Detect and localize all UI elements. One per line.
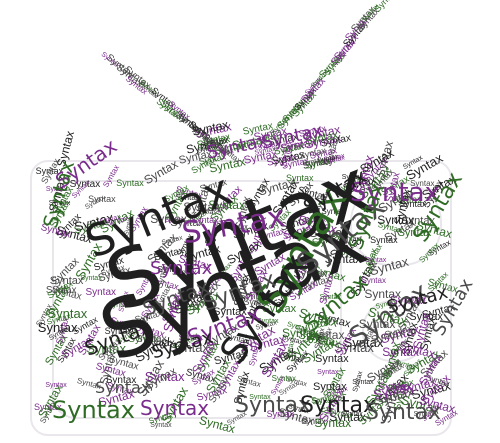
word-syntax: Syntax	[307, 328, 345, 343]
tv-speaker-outline	[350, 182, 442, 266]
word-syntax: Syntax	[48, 200, 71, 208]
word-syntax: Syntax	[365, 400, 442, 425]
word-syntax: Syntax	[338, 236, 360, 244]
word-syntax: Syntax	[397, 227, 432, 240]
word-syntax: Syntax	[382, 344, 419, 359]
word-syntax: Syntax	[391, 194, 423, 206]
word-syntax: Syntax	[321, 207, 346, 217]
word-syntax: Syntax	[401, 215, 435, 228]
word-syntax: Syntax	[300, 393, 377, 418]
word-syntax: Syntax	[341, 411, 363, 419]
word-syntax: Syntax	[361, 276, 386, 286]
word-syntax: Syntax	[317, 369, 339, 376]
word-syntax: Syntax	[304, 216, 326, 224]
word-syntax: Syntax	[262, 302, 297, 315]
word-syntax: Syntax	[329, 410, 366, 425]
word-syntax: Syntax	[282, 232, 308, 242]
word-syntax: Syntax	[243, 297, 271, 308]
word-syntax: Syntax	[285, 173, 314, 184]
word-syntax: Syntax	[334, 339, 374, 355]
word-syntax: Syntax	[88, 194, 116, 205]
word-syntax: Syntax	[150, 258, 213, 279]
word-syntax: Syntax	[404, 296, 426, 304]
word-syntax: Syntax	[341, 173, 364, 181]
word-syntax: Syntax	[95, 378, 151, 397]
word-syntax: Syntax	[52, 396, 135, 424]
word-syntax: Syntax	[311, 395, 336, 405]
word-syntax: Syntax	[350, 178, 440, 208]
word-syntax: Syntax	[213, 306, 247, 319]
word-syntax: Syntax	[266, 409, 295, 420]
word-syntax: Syntax	[37, 320, 78, 336]
word-syntax: Syntax	[314, 353, 349, 366]
word-syntax: Syntax	[389, 292, 427, 307]
word-syntax: Syntax	[108, 301, 130, 309]
word-syntax: Syntax	[282, 326, 319, 341]
word-syntax: Syntax	[235, 393, 312, 418]
word-syntax: Syntax	[80, 274, 102, 282]
word-syntax: Syntax	[85, 287, 117, 299]
word-syntax: Syntax	[309, 225, 349, 241]
word-syntax: Syntax	[409, 311, 443, 324]
word-syntax: Syntax	[157, 264, 182, 274]
word-syntax: Syntax	[377, 213, 414, 228]
word-syntax: Syntax	[319, 293, 342, 301]
word-syntax: Syntax	[169, 340, 209, 356]
word-syntax: Syntax	[271, 373, 297, 383]
tv-knob-outline	[362, 300, 428, 362]
word-syntax: Syntax	[170, 217, 204, 230]
word-syntax: Syntax	[358, 316, 396, 331]
word-syntax: Syntax	[313, 380, 347, 393]
word-syntax: Syntax	[150, 421, 172, 429]
tv-screen-outline	[52, 180, 342, 419]
word-syntax: Syntax	[226, 223, 248, 231]
word-syntax: Syntax	[140, 396, 210, 420]
word-syntax: Syntax	[343, 334, 384, 350]
word-syntax: Syntax	[164, 217, 187, 225]
word-syntax: Syntax	[35, 165, 64, 176]
word-syntax: Syntax	[410, 179, 435, 189]
word-syntax: Syntax	[370, 234, 398, 245]
word-syntax: Syntax	[45, 186, 68, 194]
word-syntax: Syntax	[150, 212, 187, 227]
word-syntax: Syntax	[47, 306, 88, 322]
word-syntax: Syntax	[178, 332, 203, 342]
word-syntax: Syntax	[364, 256, 387, 264]
word-syntax: Syntax	[249, 393, 271, 401]
word-syntax: Syntax	[45, 285, 77, 297]
word-syntax: Syntax	[324, 251, 362, 266]
word-syntax: Syntax	[364, 286, 401, 301]
word-syntax: Syntax	[352, 378, 374, 386]
word-syntax: Syntax	[116, 178, 144, 189]
word-syntax: Syntax	[183, 200, 220, 215]
word-syntax: Syntax	[293, 268, 328, 281]
word-syntax: Syntax	[398, 198, 427, 209]
word-syntax: Syntax	[105, 374, 137, 386]
word-syntax: Syntax	[136, 333, 167, 345]
word-syntax: Syntax	[144, 369, 185, 385]
word-syntax: Syntax	[104, 325, 133, 336]
word-syntax: Syntax	[167, 301, 201, 314]
word-syntax: Syntax	[69, 179, 101, 191]
word-syntax: Syntax	[208, 197, 245, 212]
word-syntax: Syntax	[257, 318, 279, 326]
tv-body-outline	[30, 160, 452, 436]
word-syntax: Syntax	[377, 381, 412, 394]
word-syntax: Syntax	[144, 338, 175, 350]
word-syntax: Syntax	[86, 341, 127, 357]
word-syntax: Syntax	[175, 193, 200, 203]
word-syntax: Syntax	[413, 411, 435, 419]
word-syntax: Syntax	[45, 381, 67, 389]
word-syntax: Syntax	[188, 292, 211, 300]
word-syntax: Syntax	[34, 401, 62, 412]
word-syntax: Syntax	[373, 0, 399, 14]
word-syntax: Syntax	[301, 416, 326, 426]
word-syntax: Syntax	[191, 215, 219, 226]
word-syntax: Syntax	[314, 416, 352, 431]
word-syntax: Syntax	[49, 275, 84, 288]
word-syntax: Syntax	[171, 268, 197, 278]
word-syntax: Syntax	[239, 290, 268, 301]
word-syntax: Syntax	[128, 334, 159, 346]
